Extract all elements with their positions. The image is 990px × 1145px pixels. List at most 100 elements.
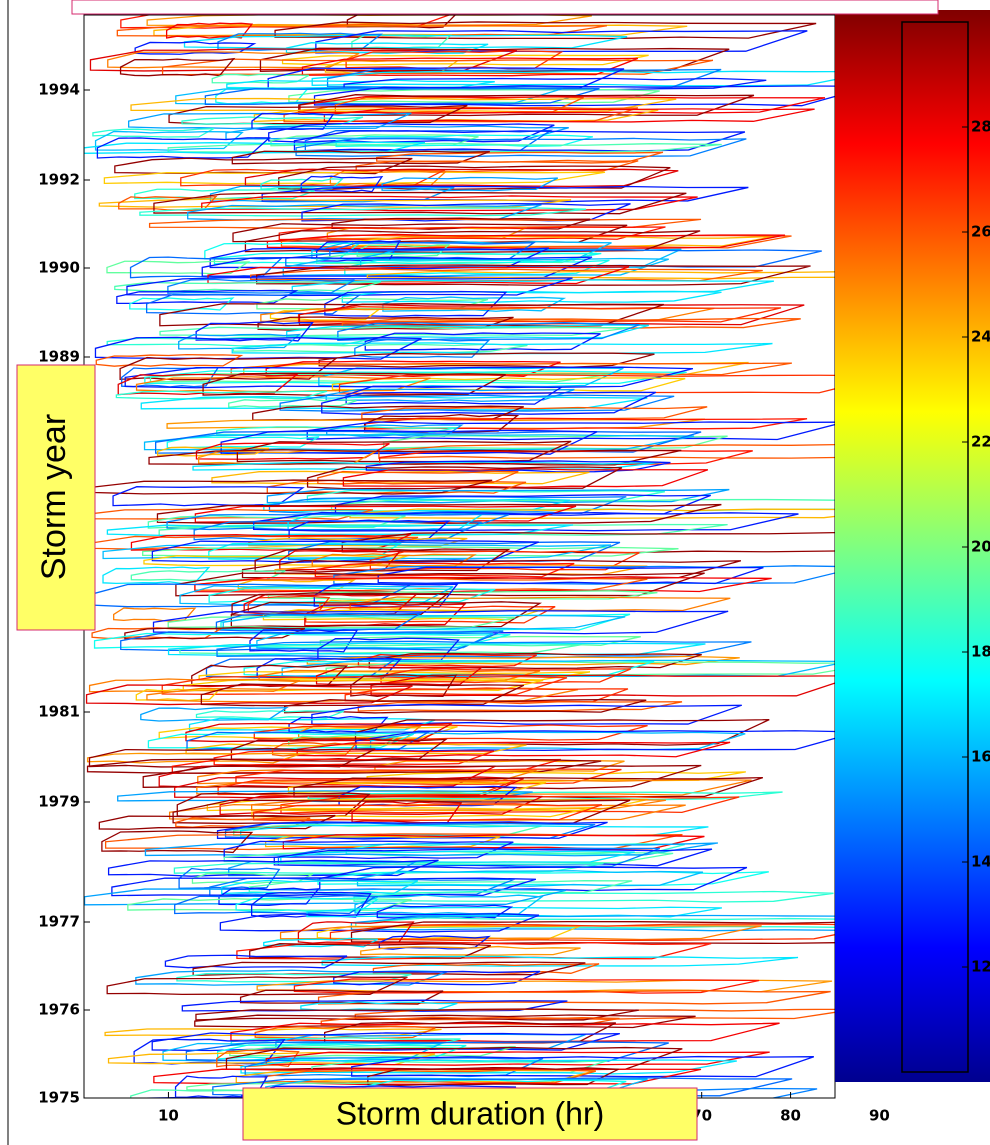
contour-line [213, 749, 495, 766]
contour-line [120, 15, 452, 29]
contour-line [156, 446, 270, 457]
contour-line [148, 218, 702, 229]
contour-line [321, 955, 799, 967]
contour-line [254, 548, 511, 573]
contour-line [354, 894, 544, 915]
contour-line [94, 130, 244, 151]
contour-line [364, 332, 601, 351]
contour-line [139, 207, 587, 217]
contour-line [232, 343, 528, 354]
contour-line [356, 870, 704, 887]
contour-line [220, 429, 598, 455]
contour-line [140, 706, 289, 722]
contour-line [268, 122, 555, 143]
contour-line [300, 1001, 458, 1011]
x-tick-label: 90 [869, 1107, 890, 1125]
contour-line [306, 421, 835, 441]
contour-line [167, 642, 706, 657]
contour-line [174, 894, 377, 915]
contour-line [216, 821, 608, 840]
contour-line [106, 260, 251, 275]
contour-line [202, 372, 506, 397]
x-axis-label: Storm duration (hr) [336, 1095, 605, 1131]
contour-line [216, 640, 752, 659]
colorbar-tick-label: 28 [971, 118, 990, 136]
contour-line [280, 795, 740, 814]
contour-line [158, 765, 496, 788]
contour-line [254, 1025, 436, 1039]
contour-line [93, 632, 511, 649]
contour-line [119, 57, 236, 77]
contour-line [326, 424, 464, 437]
contour-line [158, 726, 458, 740]
contour-line [143, 433, 695, 451]
contour-line [325, 388, 575, 402]
contour-line [353, 890, 834, 903]
contour-line [370, 674, 835, 698]
contour-line [146, 15, 592, 27]
colorbar-tick-label: 20 [971, 538, 990, 556]
y-label-box: Storm year [16, 364, 96, 631]
contour-line [329, 923, 835, 942]
contour-line [262, 608, 544, 621]
contour-line [349, 508, 835, 519]
contour-line [365, 460, 671, 473]
contour-line [333, 970, 541, 986]
contour-line [361, 406, 708, 420]
contour-line [314, 562, 575, 578]
contour-line [381, 176, 559, 192]
contour-line [248, 537, 468, 547]
contour-line [181, 999, 568, 1012]
contour-line [208, 542, 403, 561]
contour-line [102, 566, 211, 585]
contour-line [315, 30, 808, 54]
contour-line [178, 333, 302, 350]
contour-line [286, 324, 649, 339]
contour-line [251, 112, 335, 130]
contour-line [351, 1055, 815, 1078]
contour-line [277, 847, 660, 868]
contour-line [197, 449, 379, 465]
contour-line [298, 303, 805, 326]
contour-line [185, 722, 453, 743]
contour-line [261, 185, 749, 203]
contour-line [377, 566, 764, 585]
contour-line [92, 127, 215, 138]
contour-line [130, 97, 677, 113]
contour-line [183, 34, 628, 50]
contour-line [84, 141, 426, 154]
contour-line [121, 367, 220, 388]
contour-line [360, 945, 581, 956]
contour-line [323, 107, 815, 123]
contour-line [250, 891, 372, 918]
contour-line [134, 41, 257, 55]
y-tick-label: 1977 [38, 913, 80, 931]
contour-line [279, 550, 402, 571]
contour-line [243, 593, 419, 615]
contour-line [95, 353, 244, 367]
contour-line [195, 710, 345, 720]
contour-line [329, 241, 537, 261]
contour-line [101, 830, 254, 854]
contour-line [166, 513, 510, 531]
contour-line [113, 607, 197, 622]
contour-line [231, 150, 490, 165]
x-tick-label: 10 [158, 1107, 179, 1125]
contour-line [232, 223, 628, 244]
contour-line [355, 730, 835, 752]
contour-line [135, 376, 431, 393]
contour-line [316, 925, 581, 940]
contour-line [94, 336, 422, 360]
contour-line [364, 417, 808, 430]
contour-line [159, 303, 665, 327]
contour-line [307, 791, 783, 801]
contour-line [124, 366, 694, 389]
contour-line [140, 395, 648, 411]
contour-line [288, 519, 451, 541]
contour-line [252, 803, 603, 822]
contour-line [114, 281, 382, 292]
contour-line [317, 470, 519, 485]
contour-line [221, 879, 419, 895]
